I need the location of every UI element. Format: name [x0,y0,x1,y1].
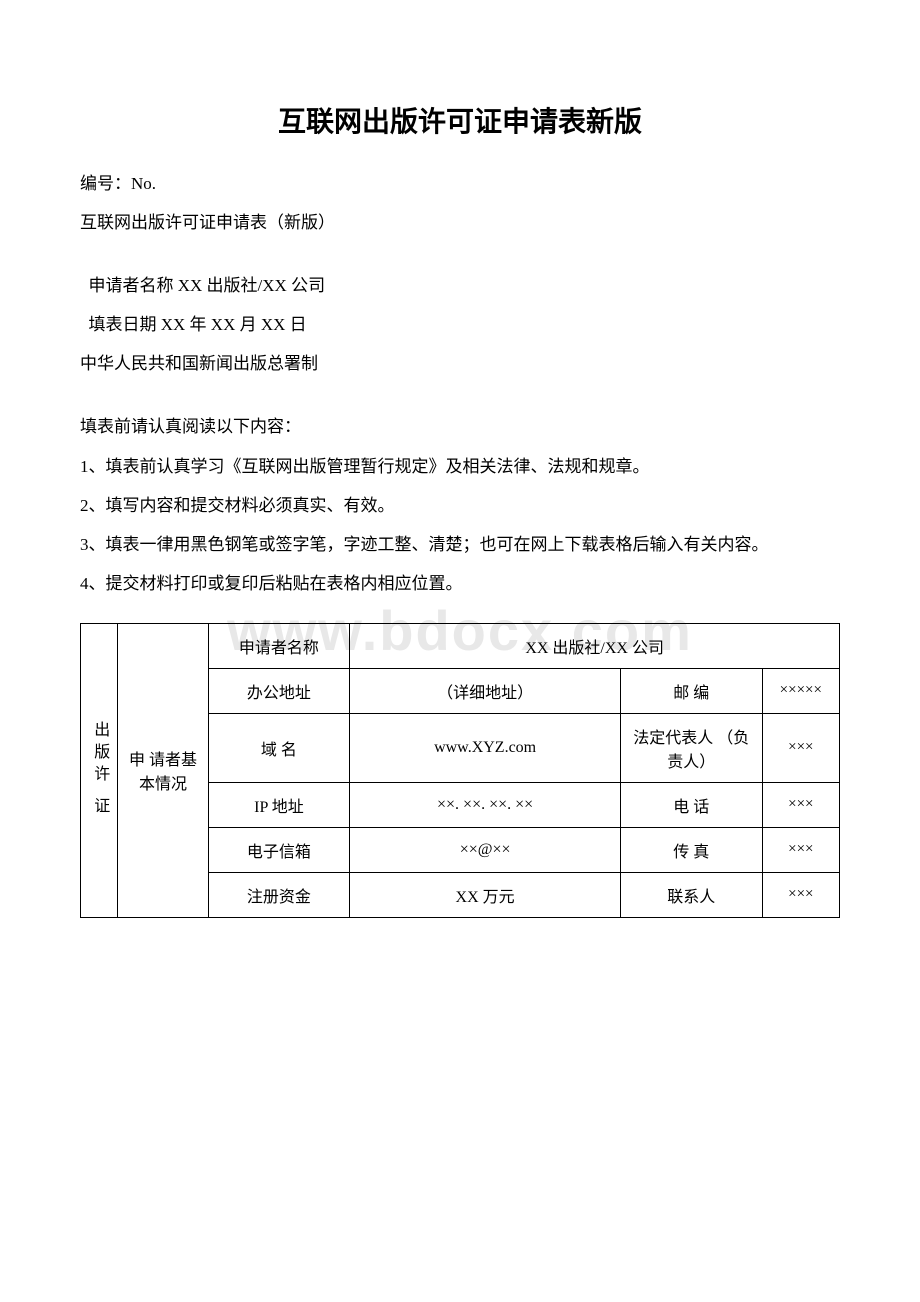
label-applicant-name: 申请者名称 [208,623,350,668]
value-phone: ××× [762,782,839,827]
label-office-address: 办公地址 [208,668,350,713]
number-label: 编号：No. [80,164,840,203]
value-office-address: （详细地址） [350,668,621,713]
value-reg-capital: XX 万元 [350,872,621,917]
value-applicant-name: XX 出版社/XX 公司 [350,623,840,668]
value-contact: ××× [762,872,839,917]
label-postcode: 邮 编 [620,668,762,713]
value-domain: www.XYZ.com [350,713,621,782]
instruction-4: 4、提交材料打印或复印后粘贴在表格内相应位置。 [80,564,840,603]
issuer-line: 中华人民共和国新闻出版总署制 [80,344,840,383]
subtitle: 互联网出版许可证申请表（新版） [80,203,840,242]
instruction-3: 3、填表一律用黑色钢笔或签字笔，字迹工整、清楚；也可在网上下载表格后输入有关内容… [80,525,840,564]
label-ip: IP 地址 [208,782,350,827]
fill-date-line: 填表日期 XX 年 XX 月 XX 日 [80,305,840,344]
label-email: 电子信箱 [208,827,350,872]
instruction-2: 2、填写内容和提交材料必须真实、有效。 [80,486,840,525]
application-form-table: 出版许 证 申 请者基本情况 申请者名称 XX 出版社/XX 公司 办公地址 （… [80,623,840,918]
applicant-name-line: 申请者名称 XX 出版社/XX 公司 [80,266,840,305]
value-ip: ××. ××. ××. ×× [350,782,621,827]
value-postcode: ××××× [762,668,839,713]
value-legal-rep: ××× [762,713,839,782]
label-contact: 联系人 [620,872,762,917]
side-label-cert: 出版许 证 [81,623,118,917]
label-domain: 域 名 [208,713,350,782]
instruction-1: 1、填表前认真学习《互联网出版管理暂行规定》及相关法律、法规和规章。 [80,447,840,486]
value-email: ××@×× [350,827,621,872]
table-row: 出版许 证 申 请者基本情况 申请者名称 XX 出版社/XX 公司 [81,623,840,668]
value-fax: ××× [762,827,839,872]
group-label-applicant-basic: 申 请者基本情况 [118,623,208,917]
label-reg-capital: 注册资金 [208,872,350,917]
label-phone: 电 话 [620,782,762,827]
document-page: 互联网出版许可证申请表新版 编号：No. 互联网出版许可证申请表（新版） 申请者… [0,0,920,978]
page-title: 互联网出版许可证申请表新版 [80,100,840,140]
label-legal-rep: 法定代表人 （负责人） [620,713,762,782]
label-fax: 传 真 [620,827,762,872]
instructions-heading: 填表前请认真阅读以下内容： [80,407,840,446]
